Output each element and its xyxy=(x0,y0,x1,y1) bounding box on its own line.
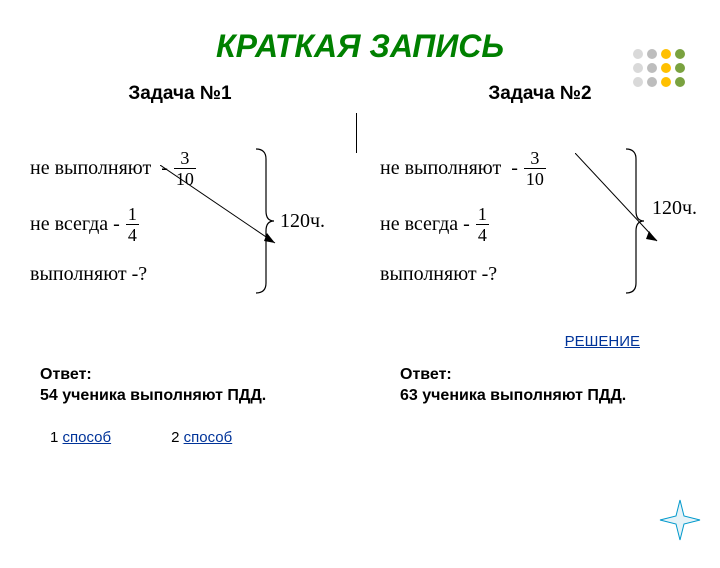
p2-r2-den: 4 xyxy=(476,224,489,244)
p2-row-2: не всегда - 1 4 xyxy=(380,205,489,244)
p2-row1-fraction: 3 10 xyxy=(524,149,546,188)
p1-row-2: не всегда - 1 4 xyxy=(30,205,139,244)
p2-r2-num: 1 xyxy=(476,205,489,224)
p2-row2-fraction: 1 4 xyxy=(476,205,489,244)
subtitle-problem-1: Задача №1 xyxy=(0,83,360,105)
method-2[interactable]: 2 способ xyxy=(171,429,232,446)
p2-row2-label: не всегда - xyxy=(380,213,470,236)
method-2-link: способ xyxy=(184,429,233,446)
answer-2: Ответ: 63 ученика выполняют ПДД. xyxy=(360,365,720,407)
answer-2-line2: 63 ученика выполняют ПДД. xyxy=(400,386,720,407)
p1-row2-label: не всегда - xyxy=(30,213,120,236)
p2-total: 120ч. xyxy=(652,197,697,220)
method-1-prefix: 1 xyxy=(50,429,63,446)
page-title: КРАТКАЯ ЗАПИСЬ xyxy=(0,28,720,65)
p1-r2-den: 4 xyxy=(126,224,139,244)
answers-row: Ответ: 54 ученика выполняют ПДД. Ответ: … xyxy=(0,365,720,407)
method-2-prefix: 2 xyxy=(171,429,184,446)
p2-row3-label: выполняют -? xyxy=(380,263,497,286)
p2-brace xyxy=(622,147,646,295)
solution-link[interactable]: РЕШЕНИЕ xyxy=(565,333,640,350)
method-1-link: способ xyxy=(63,429,112,446)
problem-1: не выполняют - 3 10 не всегда - 1 4 выпо… xyxy=(0,135,360,315)
p2-row-3: выполняют -? xyxy=(380,263,497,286)
answer-2-line1: Ответ: xyxy=(400,365,720,386)
p1-row3-label: выполняют -? xyxy=(30,263,147,286)
decoration-dots xyxy=(630,46,700,96)
answer-1-line2: 54 ученика выполняют ПДД. xyxy=(40,386,360,407)
answer-1-line1: Ответ: xyxy=(40,365,360,386)
p2-r1-den: 10 xyxy=(524,168,546,188)
p2-r1-num: 3 xyxy=(528,149,541,168)
p1-row1-label: не выполняют xyxy=(30,157,151,180)
p1-brace xyxy=(252,147,276,295)
methods-row: 1 способ 2 способ xyxy=(0,429,720,446)
p2-row-1: не выполняют - 3 10 xyxy=(380,149,546,188)
subheadings: Задача №1 Задача №2 xyxy=(0,83,720,105)
problem-2: не выполняют - 3 10 не всегда - 1 4 выпо… xyxy=(360,135,720,315)
p1-row-3: выполняют -? xyxy=(30,263,147,286)
star-icon xyxy=(658,498,702,542)
method-1[interactable]: 1 способ xyxy=(50,429,111,446)
answer-1: Ответ: 54 ученика выполняют ПДД. xyxy=(0,365,360,407)
p2-row1-label: не выполняют xyxy=(380,157,501,180)
p1-r2-num: 1 xyxy=(126,205,139,224)
solution-link-row: РЕШЕНИЕ xyxy=(0,333,720,351)
minus-sign: - xyxy=(511,157,518,180)
problems-area: не выполняют - 3 10 не всегда - 1 4 выпо… xyxy=(0,135,720,315)
p1-row2-fraction: 1 4 xyxy=(126,205,139,244)
p1-total: 120ч. xyxy=(280,210,325,233)
